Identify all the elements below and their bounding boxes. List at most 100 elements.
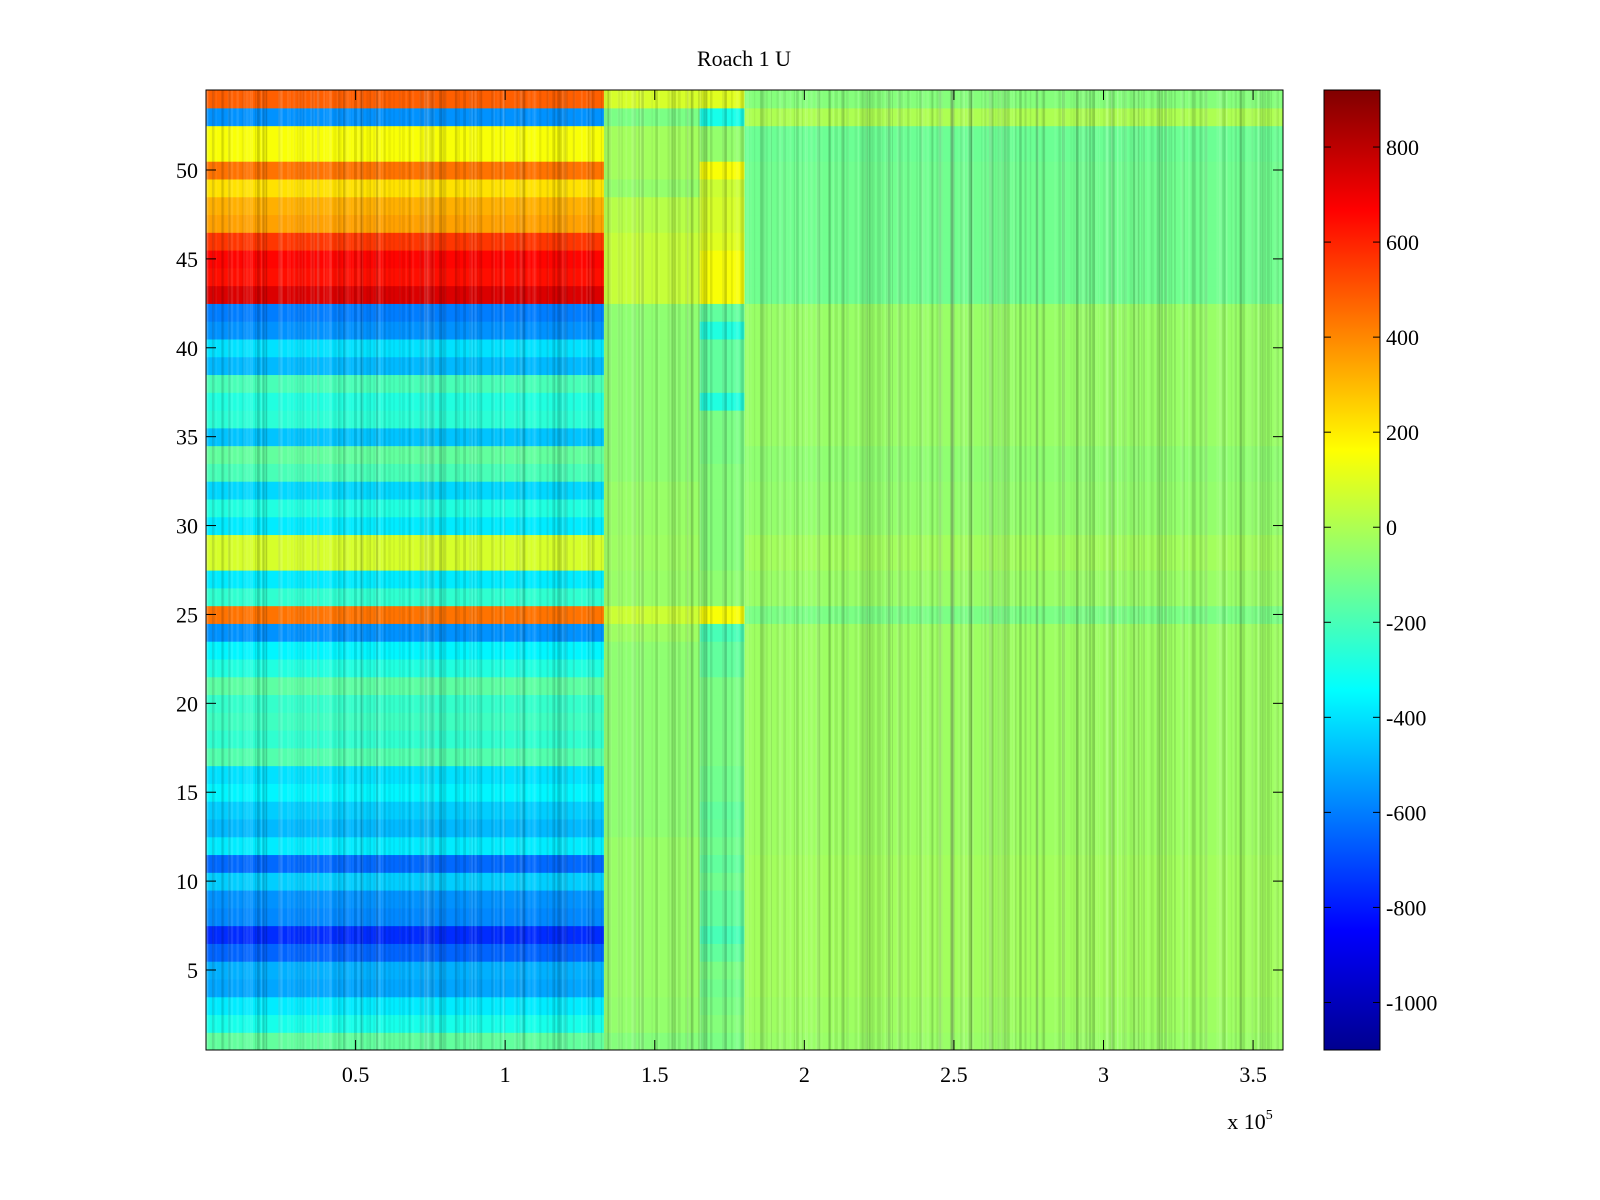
texture-streak xyxy=(207,90,210,1050)
texture-streak xyxy=(257,90,261,1050)
texture-streak xyxy=(338,90,341,1050)
y-tick-label: 45 xyxy=(176,247,198,272)
texture-streak xyxy=(278,90,280,1050)
heatmap-cell xyxy=(603,605,701,624)
texture-streak xyxy=(377,90,381,1050)
texture-streak xyxy=(898,90,901,1050)
texture-streak xyxy=(722,90,725,1050)
texture-streak xyxy=(245,90,249,1050)
texture-streak xyxy=(573,90,576,1050)
heatmap-cell xyxy=(699,410,746,429)
texture-streak xyxy=(556,90,560,1050)
texture-streak xyxy=(900,90,903,1050)
heatmap-cell xyxy=(744,90,1283,109)
heatmap-cell xyxy=(699,747,746,767)
heatmap-cell xyxy=(603,783,701,802)
texture-streak xyxy=(1204,90,1207,1050)
texture-streak xyxy=(860,90,863,1050)
texture-streak xyxy=(887,90,890,1050)
texture-streak xyxy=(804,90,807,1050)
texture-streak xyxy=(886,90,889,1050)
texture-streak xyxy=(983,90,986,1050)
texture-streak xyxy=(1147,90,1150,1050)
texture-streak xyxy=(361,90,364,1050)
texture-streak xyxy=(1005,90,1008,1050)
heatmap-cell xyxy=(744,285,1283,304)
texture-streak xyxy=(940,90,943,1050)
texture-streak xyxy=(424,90,427,1050)
heatmap-cell xyxy=(206,338,605,358)
texture-streak xyxy=(786,90,789,1050)
heatmap-cell xyxy=(699,463,746,482)
texture-streak xyxy=(443,90,447,1050)
heatmap-cell xyxy=(744,587,1283,607)
texture-streak xyxy=(936,90,939,1050)
texture-streak xyxy=(846,90,849,1050)
heatmap-cell xyxy=(744,125,1283,144)
heatmap-cell xyxy=(699,267,746,287)
texture-streak xyxy=(1024,90,1027,1050)
y-tick-label: 15 xyxy=(176,780,198,805)
texture-streak xyxy=(698,90,700,1050)
texture-streak xyxy=(1079,90,1082,1050)
heatmap-cell xyxy=(603,676,701,696)
texture-streak xyxy=(742,90,744,1050)
texture-streak xyxy=(617,90,620,1050)
texture-streak xyxy=(441,90,444,1050)
heatmap-cell xyxy=(206,463,605,482)
texture-streak xyxy=(356,90,360,1050)
texture-streak xyxy=(539,90,542,1050)
texture-streak xyxy=(1240,90,1243,1050)
texture-streak xyxy=(1095,90,1099,1050)
heatmap-cell xyxy=(603,836,701,856)
texture-streak xyxy=(1064,90,1066,1050)
heatmap-cell xyxy=(206,623,605,642)
texture-streak xyxy=(789,90,792,1050)
texture-streak xyxy=(398,90,401,1050)
heatmap-cell xyxy=(744,712,1283,731)
texture-streak xyxy=(1098,90,1100,1050)
texture-streak xyxy=(642,90,644,1050)
texture-streak xyxy=(1238,90,1242,1050)
texture-streak xyxy=(389,90,392,1050)
heatmap-cell xyxy=(603,818,701,838)
texture-streak xyxy=(1043,90,1046,1050)
texture-streak xyxy=(1058,90,1061,1050)
heatmap-cell xyxy=(744,250,1283,269)
heatmap-cell xyxy=(699,285,746,304)
heatmap-cell xyxy=(744,943,1283,962)
heatmap-cell xyxy=(206,747,605,767)
heatmap-cell xyxy=(699,658,746,678)
texture-streak xyxy=(962,90,965,1050)
heatmap-cell xyxy=(206,498,605,518)
heatmap-cell xyxy=(206,854,605,873)
heatmap-cell xyxy=(744,143,1283,162)
texture-streak xyxy=(949,90,953,1050)
texture-streak xyxy=(343,90,347,1050)
heatmap-cell xyxy=(744,925,1283,944)
texture-streak xyxy=(1085,90,1088,1050)
heatmap-cell xyxy=(603,90,701,109)
texture-streak xyxy=(769,90,772,1050)
texture-streak xyxy=(1072,90,1076,1050)
texture-streak xyxy=(1036,90,1039,1050)
texture-streak xyxy=(1077,90,1079,1050)
texture-streak xyxy=(405,90,407,1050)
texture-streak xyxy=(1242,90,1245,1050)
heatmap-cell xyxy=(603,196,701,216)
texture-streak xyxy=(1070,90,1072,1050)
heatmap-cell xyxy=(744,552,1283,571)
texture-streak xyxy=(523,90,525,1050)
texture-streak xyxy=(480,90,483,1050)
plot-frame xyxy=(205,89,1284,1051)
texture-streak xyxy=(455,90,458,1050)
texture-streak xyxy=(311,90,314,1050)
texture-streak xyxy=(765,90,768,1050)
texture-streak xyxy=(1116,90,1119,1050)
texture-streak xyxy=(1062,90,1066,1050)
heatmap-cell xyxy=(699,161,746,180)
texture-streak xyxy=(1000,90,1003,1050)
texture-streak xyxy=(1264,90,1267,1050)
texture-streak xyxy=(862,90,865,1050)
texture-streak xyxy=(1203,90,1207,1050)
